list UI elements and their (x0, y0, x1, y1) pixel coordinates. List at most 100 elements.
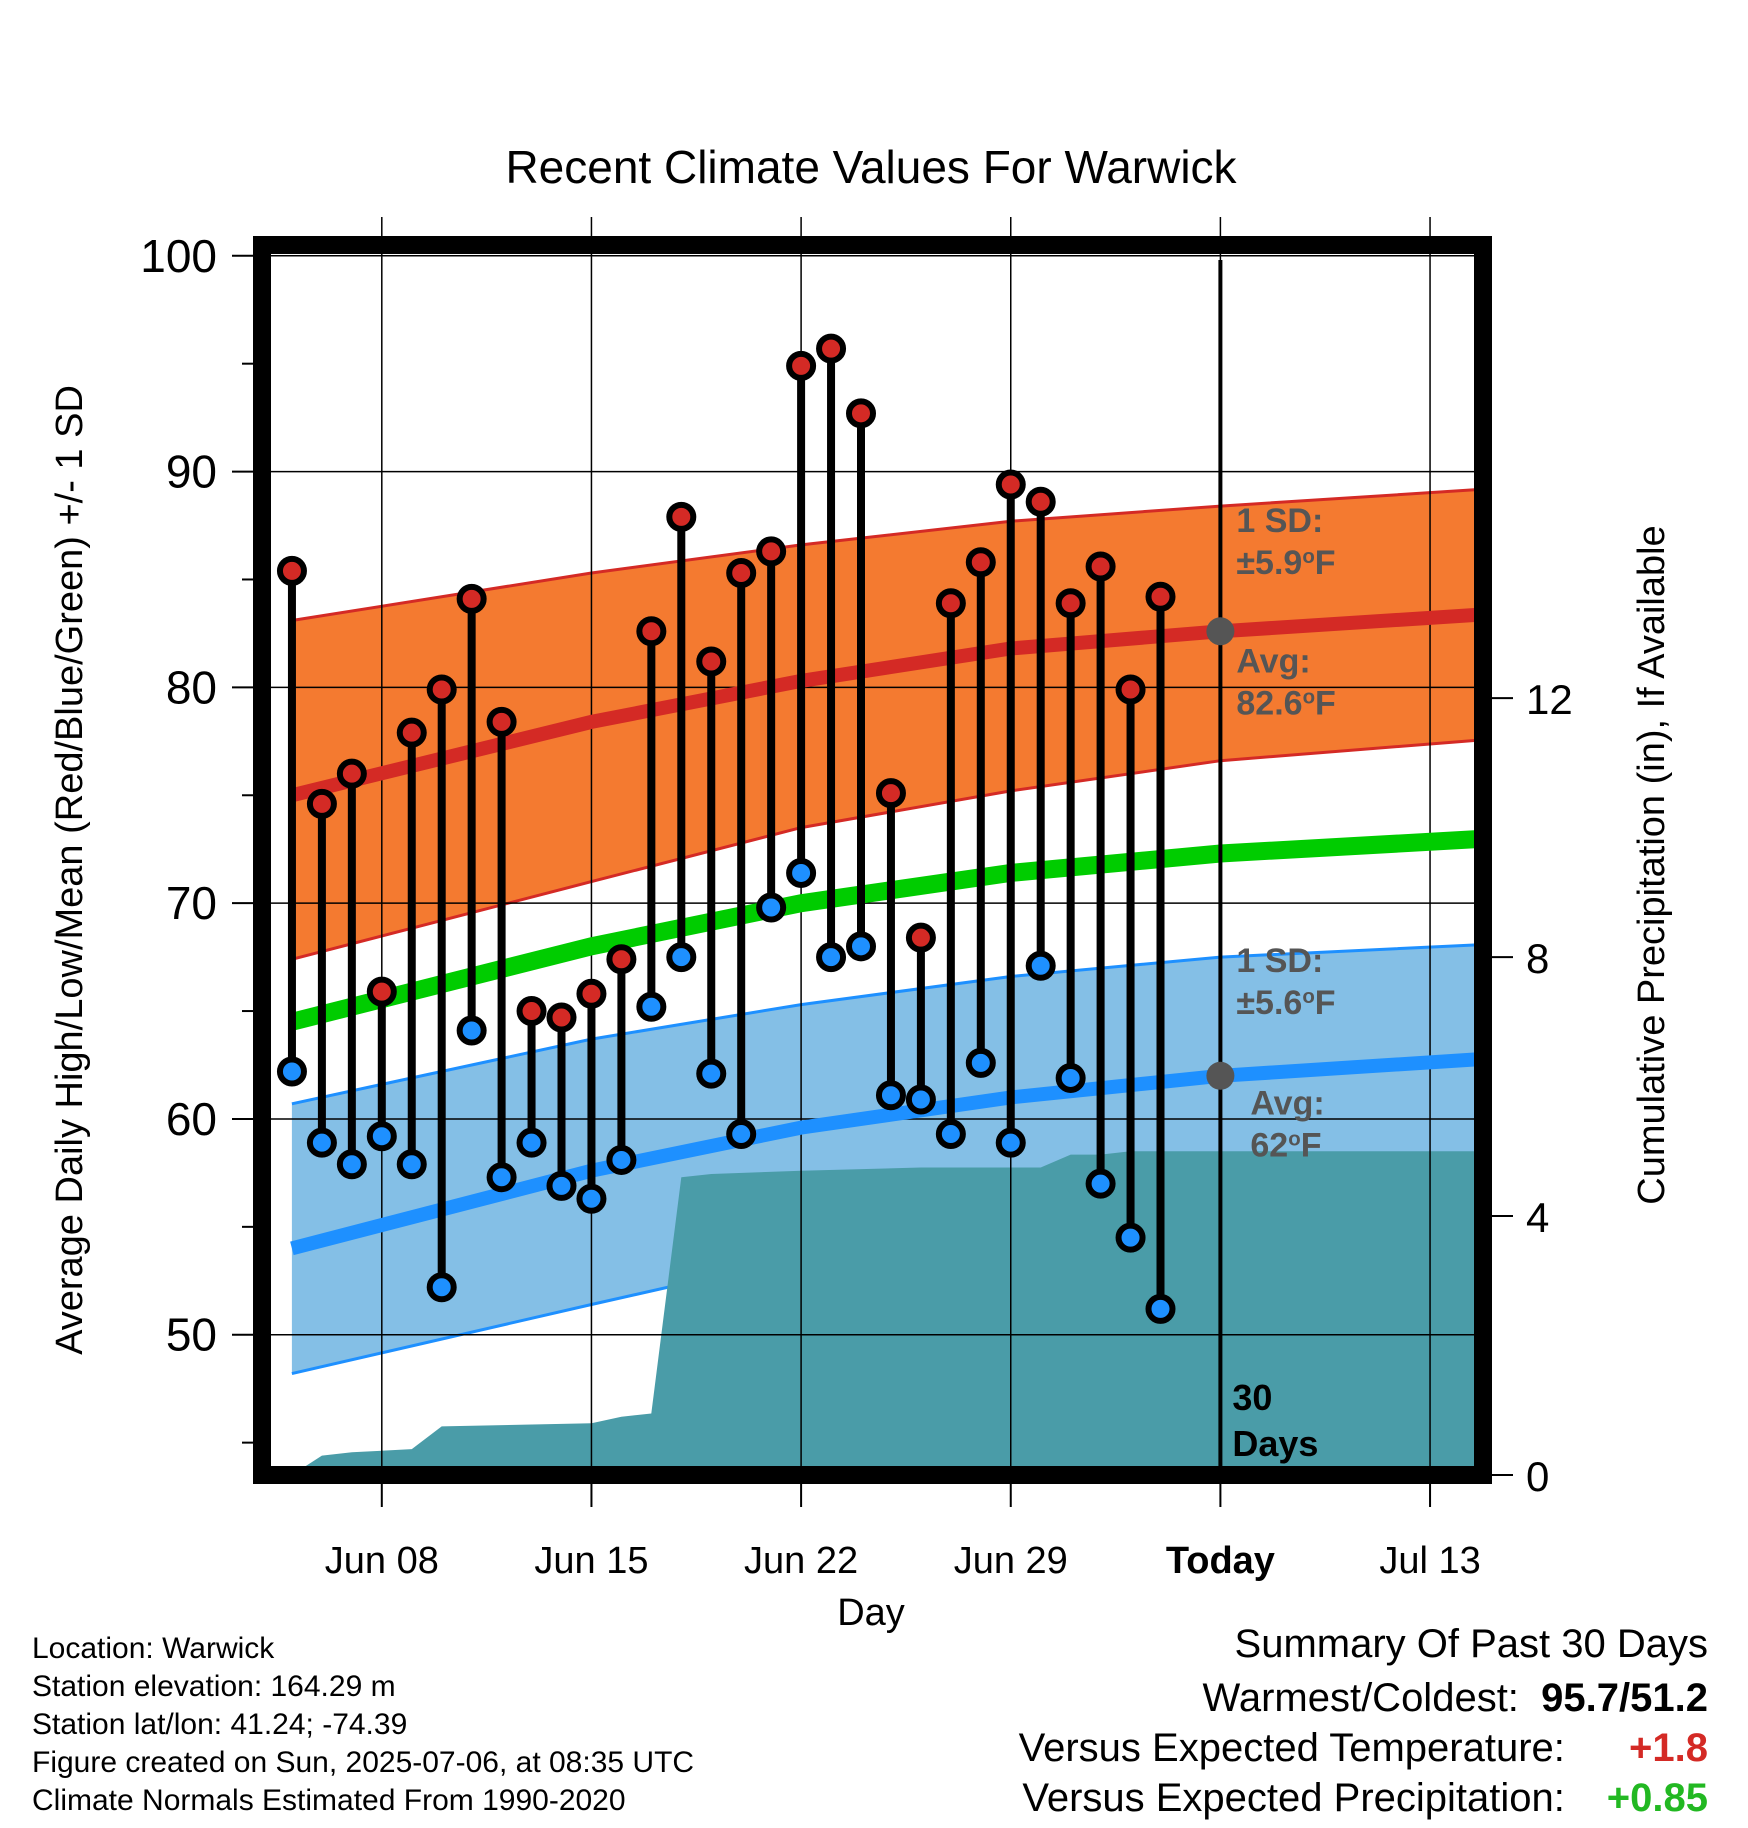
normal-lines (289, 607, 1491, 1256)
summary-title: Summary Of Past 30 Days (1234, 1622, 1708, 1666)
x-tick-label: Today (1166, 1540, 1275, 1582)
daily-high-point (276, 555, 307, 586)
daily-low-point (726, 1119, 757, 1150)
daily-high-point (965, 547, 996, 578)
y-tick-label: 80 (166, 661, 217, 713)
daily-low-point (816, 942, 847, 973)
normal-low-line (290, 1051, 1491, 1256)
daily-low-point (486, 1162, 517, 1193)
daily-high-point (456, 583, 487, 614)
temp-label: Versus Expected Temperature: (1018, 1726, 1565, 1770)
location-text: Location: Warwick (32, 1632, 275, 1665)
daily-low-point (666, 942, 697, 973)
daily-low-point (606, 1144, 637, 1175)
latlon-text: Station lat/lon: 41.24; -74.39 (32, 1708, 408, 1741)
daily-low-point (636, 991, 667, 1022)
daily-low-point (1085, 1168, 1116, 1199)
cumulative-precip-area (291, 1151, 1490, 1475)
created-text: Figure created on Sun, 2025-07-06, at 08… (32, 1746, 695, 1779)
warm-cold-label: Warmest/Coldest: (1202, 1676, 1519, 1720)
daily-high-point (816, 333, 847, 364)
normals-text: Climate Normals Estimated From 1990-2020 (32, 1784, 626, 1817)
daily-high-point (1145, 581, 1176, 612)
daily-low-point (965, 1047, 996, 1078)
daily-high-point (516, 996, 547, 1027)
high-avg-annotation: Avg: 82.6oF (1236, 642, 1335, 722)
summary-precip: Versus Expected Precipitation: +0.85 (1022, 1776, 1708, 1821)
y2-tick-label: 4 (1526, 1194, 1549, 1241)
daily-high-point (875, 778, 906, 809)
y-tick-label: 90 (166, 446, 217, 498)
y2-tick-label: 8 (1526, 935, 1549, 982)
daily-high-point (666, 501, 697, 532)
high-sd-upper-edge (291, 487, 1491, 622)
today-normal-low-point (1206, 1061, 1235, 1090)
daily-high-point (756, 536, 787, 567)
plot-frame (253, 236, 1492, 1484)
daily-high-point (995, 469, 1026, 500)
y-tick-label: 50 (166, 1309, 217, 1361)
daily-high-point (336, 758, 367, 789)
daily-low-point (756, 892, 787, 923)
daily-low-point (426, 1272, 457, 1303)
today-normal-high-point (1206, 617, 1235, 646)
daily-low-point (576, 1183, 607, 1214)
y2-tick-label: 0 (1526, 1453, 1549, 1500)
daily-high-point (726, 558, 757, 588)
daily-low-point (516, 1127, 547, 1158)
daily-low-point (786, 857, 817, 888)
temp-value: +1.8 (1629, 1726, 1708, 1770)
daily-high-point (636, 616, 667, 647)
daily-high-point (546, 1002, 577, 1033)
warmest-value: 95.7 (1541, 1676, 1620, 1720)
daily-low-point (846, 931, 876, 962)
daily-low-point (336, 1149, 367, 1180)
daily-low-point (306, 1127, 337, 1158)
daily-high-point (696, 646, 727, 677)
high-sd-annotation: 1 SD: ±5.9oF (1236, 502, 1335, 582)
summary-warm-cold: Warmest/Coldest: 95.7/51.2 (1202, 1676, 1708, 1720)
x-tick-label: Jul 13 (1379, 1540, 1480, 1582)
chart-title: Recent Climate Values For Warwick (505, 141, 1237, 193)
daily-low-point (875, 1080, 906, 1111)
daily-high-point (366, 976, 397, 1007)
daily-high-point (396, 717, 427, 748)
daily-low-point (1025, 950, 1056, 981)
axes (232, 236, 1513, 1507)
daily-stems (287, 348, 1165, 1309)
x-tick-label: Jun 22 (744, 1540, 858, 1582)
daily-low-point (995, 1127, 1026, 1158)
daily-high-point (846, 398, 876, 429)
daily-high-point (306, 788, 337, 819)
daily-low-point (1145, 1293, 1176, 1324)
summary-temp: Versus Expected Temperature: +1.8 (1019, 1726, 1708, 1771)
daily-low-point (546, 1170, 577, 1201)
y-tick-label: 70 (166, 877, 217, 929)
daily-high-point (1085, 551, 1116, 582)
daily-high-point (1055, 588, 1086, 619)
coldest-value: 51.2 (1630, 1676, 1708, 1720)
y2-axis-label: Cumulative Precipitation (in), If Availa… (1631, 525, 1673, 1204)
daily-low-point (1055, 1062, 1086, 1093)
daily-high-point (576, 978, 607, 1009)
daily-high-point (905, 922, 936, 953)
daily-high-point (606, 944, 637, 975)
daily-low-point (456, 1015, 487, 1046)
daily-low-point (1115, 1222, 1146, 1253)
x-tick-label: Jun 29 (954, 1540, 1068, 1582)
y2-tick-label: 12 (1526, 676, 1573, 723)
precip-value: +0.85 (1606, 1776, 1708, 1820)
daily-high-point (1025, 486, 1056, 517)
x-axis-label: Day (837, 1592, 905, 1634)
daily-low-point (276, 1056, 307, 1087)
daily-low-point (935, 1119, 966, 1150)
chart-text: Recent Climate Values For Warwick 50 60 70 8… (49, 141, 1673, 1634)
normal-high-line (290, 607, 1491, 803)
elevation-text: Station elevation: 164.29 m (32, 1670, 396, 1703)
high-sd-lower-edge (291, 737, 1491, 961)
precip-area (291, 1151, 1490, 1475)
daily-low-point (696, 1058, 727, 1089)
daily-high-point (786, 350, 817, 381)
x-tick-label: Jun 08 (325, 1540, 439, 1582)
